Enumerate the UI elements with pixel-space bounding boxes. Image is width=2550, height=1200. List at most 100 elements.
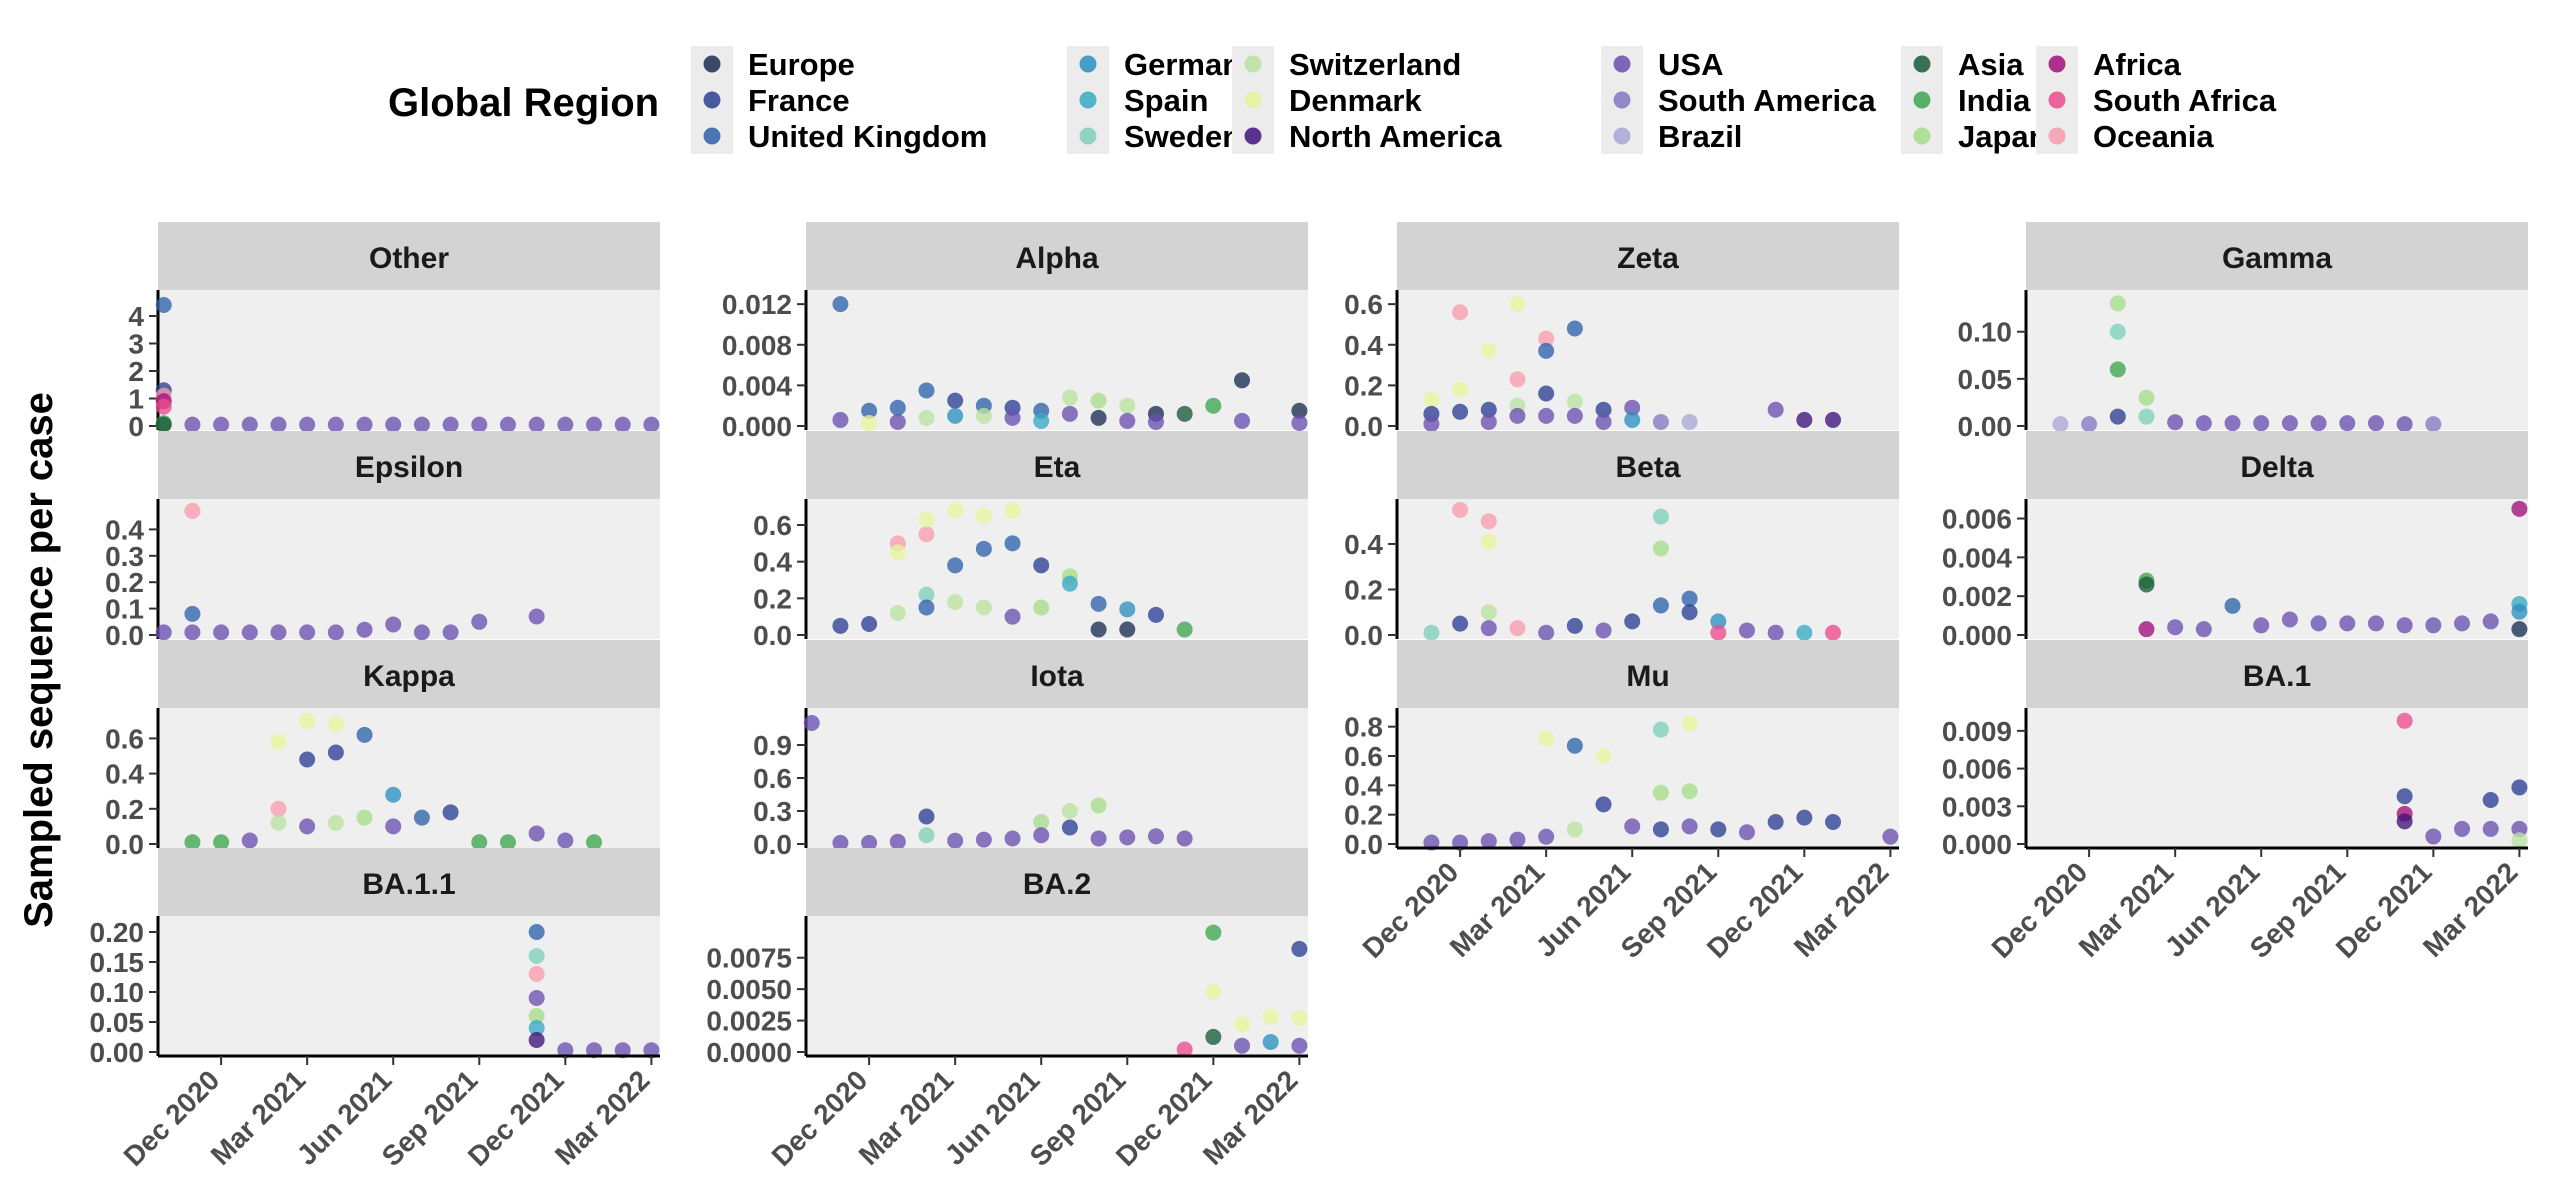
legend-label: Oceania [2093,119,2214,154]
data-point-usa [2281,415,2298,432]
panel-kappa: Kappa 0.0 0.2 0.4 0.6 [105,640,660,860]
data-point-india [586,834,603,851]
y-tick-label: 0.10 [1958,317,2013,348]
panel-strip [2026,431,2528,499]
data-point-usa [213,416,230,433]
data-point-asia [2138,576,2155,593]
data-point-usa [2339,415,2356,432]
panel-title: Beta [1615,451,1680,484]
y-tick-label: 0.000 [722,411,792,442]
data-point-usa [1767,624,1784,641]
data-point-usa [471,416,488,433]
data-point-north-america [528,1032,545,1048]
legend-item-oceania: Oceania [2036,118,2214,154]
data-point-south-africa [1825,624,1842,641]
panel-strip [2026,222,2528,290]
y-tick-label: 0.006 [1942,754,2012,785]
panel-plot-area [158,708,660,848]
y-tick-label: 0.4 [1344,770,1383,801]
panel-title: Other [369,242,449,275]
data-point-usa [2339,615,2356,632]
data-point-oceania [184,502,201,519]
legend-key-dot [703,91,721,109]
data-point-usa [1738,824,1755,841]
panel-title: Iota [1030,660,1084,693]
data-point-denmark [975,507,992,524]
y-tick-label: 0.008 [722,330,792,361]
data-point-germany [1710,613,1727,630]
legend-item-north-america: North America [1232,118,1502,154]
y-tick-label: 0.0 [1344,620,1383,651]
y-tick-label: 0.012 [722,289,792,320]
data-point-united-kingdom [947,557,964,574]
data-point-europe [1291,402,1308,419]
panel-title: Kappa [363,660,455,693]
data-point-united-kingdom [2224,597,2241,614]
legend-key-dot [1244,127,1262,145]
legend-key-dot [2048,55,2066,73]
data-point-france [1767,814,1784,830]
data-point-united-kingdom [832,296,849,313]
data-point-usa [889,833,906,850]
legend-label: Brazil [1658,119,1742,154]
panel-plot-area [1397,499,1899,639]
data-point-france [1480,401,1497,418]
legend-label: South America [1658,83,1876,118]
data-point-south-africa [1176,1041,1193,1058]
panel-plot-area [1397,290,1899,430]
data-point-usa [1566,407,1583,424]
data-point-united-kingdom [918,382,935,399]
x-tick-label: Dec 2020 [766,1064,874,1172]
panel-title: BA.2 [1023,868,1091,901]
data-point-japan [1033,814,1050,830]
data-point-usa [356,416,373,433]
data-point-usa [2396,617,2413,634]
data-point-united-kingdom [1681,590,1698,607]
data-point-usa [2167,414,2184,431]
legend-label: Europe [748,47,855,82]
data-point-usa [241,624,258,641]
data-point-usa [528,608,545,625]
data-point-europe [1090,409,1107,426]
y-axis-title: Sampled sequence per case [17,392,61,928]
legend-item-united-kingdom: United Kingdom [691,118,987,154]
data-point-sweden [1652,721,1669,738]
y-tick-label: 0.003 [1942,791,2012,822]
y-tick-label: 3 [128,329,144,360]
legend-label: France [748,83,850,118]
legend-item-france: France [691,82,850,118]
panel-strip [158,640,660,708]
data-point-spain [1033,412,1050,429]
y-tick-label: 0.0050 [706,974,792,1005]
data-point-united-kingdom [861,402,878,419]
legend-key-dot [1244,91,1262,109]
data-point-spain [1061,575,1078,592]
legend-label: India [1958,83,2031,118]
panel-plot-area [1397,708,1899,848]
data-point-usa [1480,833,1497,850]
x-tick-label: Mar 2022 [1197,1064,1304,1171]
y-tick-label: 4 [128,301,144,332]
y-tick-label: 0.3 [753,796,792,827]
data-point-usa [2367,415,2384,432]
data-point-denmark [1205,983,1222,1000]
data-point-usa [2310,615,2327,632]
panel-strip [2026,640,2528,708]
data-point-usa [471,613,488,630]
data-point-switzerland [327,814,344,831]
data-point-denmark [1538,730,1555,747]
legend-label: South Africa [2093,83,2277,118]
y-tick-label: 0.004 [1942,542,2012,573]
y-tick-label: 0.1 [105,594,144,625]
panel-strip [158,222,660,290]
legend-item-japan: Japan [1901,118,2048,154]
data-point-usa [1538,624,1555,641]
data-point-usa [1033,827,1050,844]
data-point-usa [413,624,430,641]
data-point-usa [2425,828,2442,845]
data-point-germany [385,786,402,803]
panel-zeta: Zeta 0.0 0.2 0.4 0.6 [1344,222,1899,442]
data-point-japan [356,809,373,826]
